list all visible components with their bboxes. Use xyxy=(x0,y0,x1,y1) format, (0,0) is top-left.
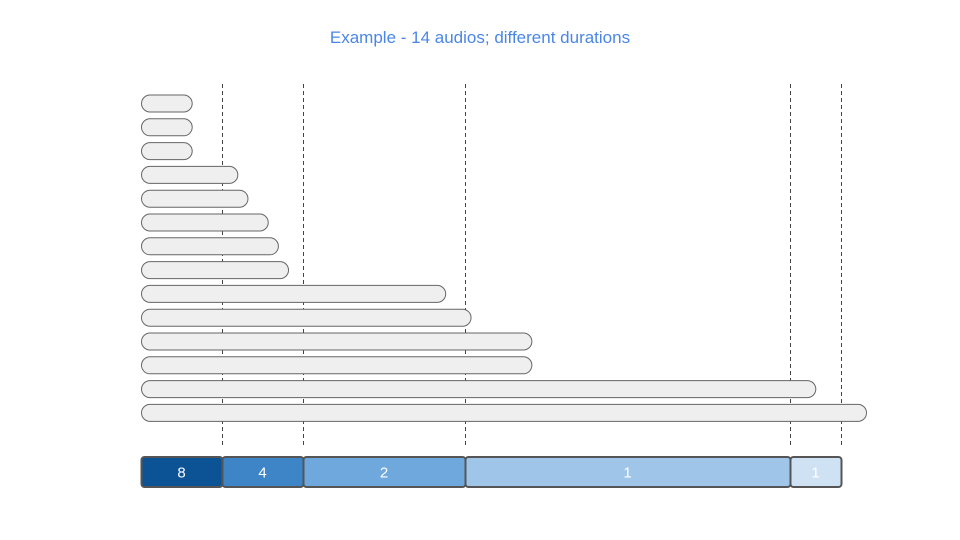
audio-pill-12 xyxy=(141,356,533,375)
audio-pill-8 xyxy=(141,261,290,280)
bucket-segment-5 xyxy=(789,456,843,488)
audio-pill-14 xyxy=(141,403,868,422)
audio-pill-5 xyxy=(141,189,249,208)
audio-pill-10 xyxy=(141,308,472,327)
audio-pill-4 xyxy=(141,165,239,184)
audio-pill-6 xyxy=(141,213,269,232)
bucket-label-3: 2 xyxy=(380,465,388,482)
audio-pill-9 xyxy=(141,284,447,303)
audio-pill-13 xyxy=(141,380,817,399)
audio-pill-11 xyxy=(141,332,533,351)
bucket-bar: 8 4 2 1 1 xyxy=(140,456,843,488)
bucket-label-5: 1 xyxy=(811,465,819,482)
audio-pill-2 xyxy=(141,118,193,137)
audio-pill-1 xyxy=(141,94,193,113)
bucket-label-2: 4 xyxy=(258,465,266,482)
diagram-title: Example - 14 audios; different durations xyxy=(329,28,631,47)
audio-pill-7 xyxy=(141,237,279,256)
audio-pill-3 xyxy=(141,142,193,161)
audio-duration-pills xyxy=(141,94,868,422)
bucket-label-4: 1 xyxy=(623,465,631,482)
bucket-label-1: 8 xyxy=(177,465,185,482)
